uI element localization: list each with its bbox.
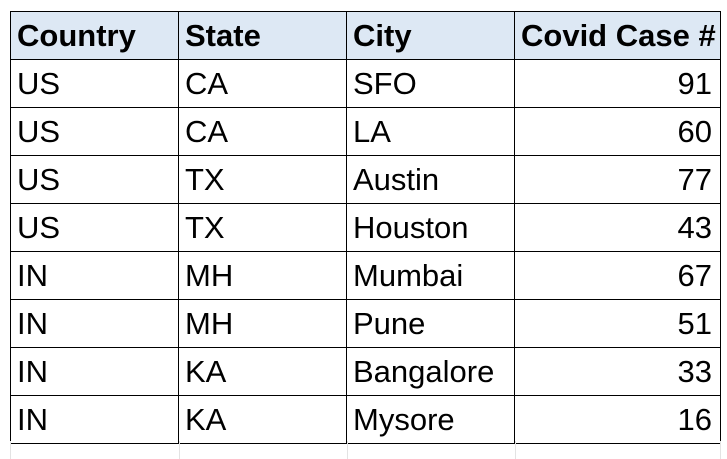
cell-country[interactable]: IN bbox=[10, 395, 179, 444]
cell-cases[interactable]: 91 bbox=[514, 59, 721, 108]
gridline bbox=[347, 441, 348, 459]
cell-state[interactable]: KA bbox=[178, 395, 347, 444]
gridline bbox=[720, 441, 721, 459]
cell-city[interactable]: Pune bbox=[346, 299, 515, 348]
cell-state[interactable]: CA bbox=[178, 59, 347, 108]
table-row: IN KA Bangalore 33 bbox=[10, 347, 721, 396]
table-row: US CA SFO 91 bbox=[10, 59, 721, 108]
cell-cases[interactable]: 51 bbox=[514, 299, 721, 348]
header-cell-country[interactable]: Country bbox=[10, 11, 179, 60]
cell-cases[interactable]: 67 bbox=[514, 251, 721, 300]
cell-country[interactable]: US bbox=[10, 155, 179, 204]
header-cell-state[interactable]: State bbox=[178, 11, 347, 60]
cell-city[interactable]: Bangalore bbox=[346, 347, 515, 396]
table-row: US TX Houston 43 bbox=[10, 203, 721, 252]
covid-cases-table: Country State City Covid Case # US CA SF… bbox=[10, 11, 721, 444]
table-row: IN MH Pune 51 bbox=[10, 299, 721, 348]
cell-city[interactable]: Austin bbox=[346, 155, 515, 204]
header-cell-city[interactable]: City bbox=[346, 11, 515, 60]
cell-state[interactable]: MH bbox=[178, 299, 347, 348]
cell-cases[interactable]: 33 bbox=[514, 347, 721, 396]
cell-city[interactable]: SFO bbox=[346, 59, 515, 108]
cell-cases[interactable]: 60 bbox=[514, 107, 721, 156]
cell-country[interactable]: IN bbox=[10, 299, 179, 348]
cell-cases[interactable]: 16 bbox=[514, 395, 721, 444]
table-row: US TX Austin 77 bbox=[10, 155, 721, 204]
table-row: US CA LA 60 bbox=[10, 107, 721, 156]
cell-state[interactable]: MH bbox=[178, 251, 347, 300]
cell-city[interactable]: Mumbai bbox=[346, 251, 515, 300]
cell-state[interactable]: TX bbox=[178, 203, 347, 252]
cell-cases[interactable]: 43 bbox=[514, 203, 721, 252]
empty-row-gridlines bbox=[10, 441, 721, 459]
spreadsheet-range: Country State City Covid Case # US CA SF… bbox=[10, 11, 721, 459]
cell-city[interactable]: LA bbox=[346, 107, 515, 156]
cell-country[interactable]: US bbox=[10, 107, 179, 156]
cell-country[interactable]: IN bbox=[10, 347, 179, 396]
cell-country[interactable]: IN bbox=[10, 251, 179, 300]
header-cell-covid-cases[interactable]: Covid Case # bbox=[514, 11, 721, 60]
header-row: Country State City Covid Case # bbox=[10, 11, 721, 60]
cell-state[interactable]: TX bbox=[178, 155, 347, 204]
cell-cases[interactable]: 77 bbox=[514, 155, 721, 204]
cell-state[interactable]: CA bbox=[178, 107, 347, 156]
cell-state[interactable]: KA bbox=[178, 347, 347, 396]
cell-country[interactable]: US bbox=[10, 59, 179, 108]
gridline bbox=[515, 441, 516, 459]
table-row: IN KA Mysore 16 bbox=[10, 395, 721, 444]
gridline bbox=[179, 441, 180, 459]
cell-country[interactable]: US bbox=[10, 203, 179, 252]
table-row: IN MH Mumbai 67 bbox=[10, 251, 721, 300]
cell-city[interactable]: Mysore bbox=[346, 395, 515, 444]
cell-city[interactable]: Houston bbox=[346, 203, 515, 252]
